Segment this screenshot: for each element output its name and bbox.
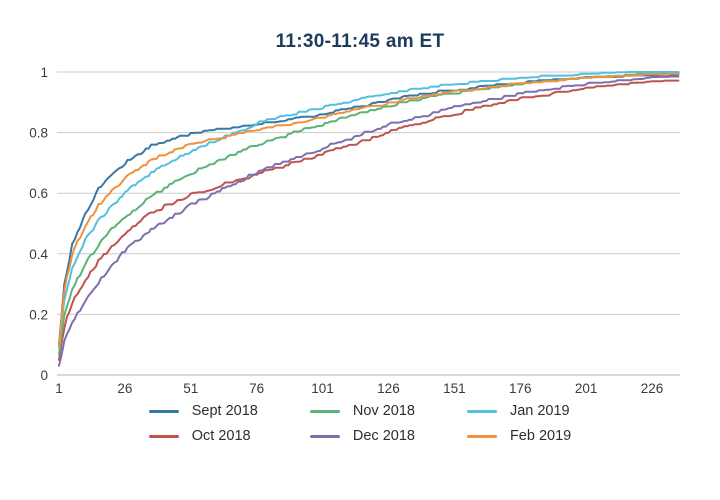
legend-item-jan-2019: Jan 2019 <box>466 403 571 419</box>
y-tick-label: 1 <box>40 65 48 80</box>
legend-swatch-feb-2019-line <box>466 434 497 438</box>
legend-label: Nov 2018 <box>352 403 415 419</box>
y-tick-label: 0.8 <box>29 126 48 141</box>
legend-item-nov-2018: Nov 2018 <box>309 403 415 419</box>
x-tick-label: 201 <box>575 381 598 396</box>
x-tick-label: 151 <box>443 381 466 396</box>
x-tick-label: 26 <box>117 381 132 396</box>
y-tick-label: 0 <box>40 368 48 383</box>
legend-item-feb-2019: Feb 2019 <box>466 428 572 444</box>
x-tick-label: 226 <box>641 381 664 396</box>
legend-swatch-nov-2018-line <box>309 409 340 413</box>
series-line-nov-2018 <box>58 71 680 356</box>
x-tick-label: 1 <box>55 381 63 396</box>
legend-swatch-sept-2018-line <box>148 409 179 413</box>
chart-legend: Sept 2018 Oct 2018 Nov 2018 Dec 2018 Jan… <box>0 403 720 444</box>
y-tick-label: 0.6 <box>29 186 48 201</box>
legend-label: Feb 2019 <box>509 428 572 444</box>
legend-swatch-dec-2018-line <box>309 434 340 438</box>
series-line-jan-2019 <box>58 71 680 349</box>
legend-item-oct-2018: Oct 2018 <box>148 428 258 444</box>
legend-swatch-oct-2018-line <box>148 434 179 438</box>
x-tick-label: 176 <box>509 381 532 396</box>
x-tick-label: 101 <box>311 381 334 396</box>
legend-item-dec-2018: Dec 2018 <box>309 428 415 444</box>
series-line-feb-2019 <box>58 72 680 348</box>
x-tick-label: 126 <box>377 381 400 396</box>
legend-label: Oct 2018 <box>191 428 251 444</box>
y-tick-label: 0.2 <box>29 307 48 322</box>
x-tick-label: 51 <box>183 381 198 396</box>
series-line-sept-2018 <box>58 73 680 346</box>
legend-swatch-jan-2019-line <box>466 409 497 413</box>
legend-label: Dec 2018 <box>352 428 415 444</box>
series-line-oct-2018 <box>58 79 680 361</box>
y-tick-label: 0.4 <box>29 247 48 262</box>
series-line-dec-2018 <box>58 75 680 367</box>
x-tick-label: 76 <box>249 381 264 396</box>
legend-item-sept-2018: Sept 2018 <box>148 403 258 419</box>
chart-title: 11:30-11:45 am ET <box>275 31 445 52</box>
legend-label: Sept 2018 <box>191 403 258 419</box>
legend-label: Jan 2019 <box>509 403 570 419</box>
line-chart-plot: 00.20.40.60.811 26 51 76 101 126 151 176 201 226 <box>29 65 680 396</box>
